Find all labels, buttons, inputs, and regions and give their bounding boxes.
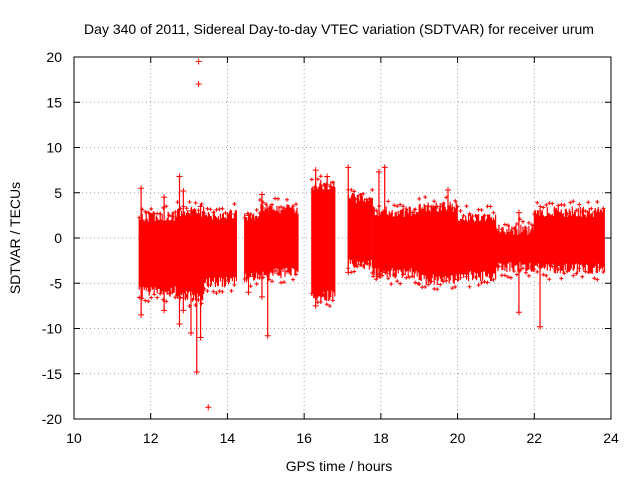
x-tick-label: 12 bbox=[143, 430, 159, 446]
segment-markers bbox=[258, 196, 299, 285]
spike-bottom-marker bbox=[245, 289, 252, 296]
y-tick-label: -15 bbox=[42, 366, 62, 382]
spike-top-marker bbox=[258, 191, 265, 198]
data-segment bbox=[455, 204, 497, 289]
spike-top-marker bbox=[324, 173, 331, 180]
spike-bottom-marker bbox=[264, 332, 271, 339]
spike-top-marker bbox=[444, 187, 451, 194]
spike-bottom-marker bbox=[197, 334, 204, 341]
spike-bottom-marker bbox=[345, 269, 352, 276]
chart-title: Day 340 of 2011, Sidereal Day-to-day VTE… bbox=[84, 21, 594, 37]
segment-markers bbox=[493, 217, 534, 280]
y-tick-label: 0 bbox=[54, 230, 62, 246]
spike-bottom-marker bbox=[176, 320, 183, 327]
y-tick-label: 15 bbox=[46, 94, 62, 110]
segment-bars bbox=[372, 206, 420, 279]
spike-top-marker bbox=[245, 212, 252, 219]
axis-ticks bbox=[73, 56, 612, 420]
x-tick-label: 14 bbox=[220, 430, 236, 446]
y-tick-label: -10 bbox=[42, 321, 62, 337]
x-tick-label: 16 bbox=[296, 430, 312, 446]
spike-bottom-marker bbox=[138, 311, 145, 318]
spike-bottom-marker bbox=[444, 271, 451, 278]
segment-bars bbox=[495, 224, 535, 273]
spike-bottom-marker bbox=[193, 368, 200, 375]
spike-top-marker bbox=[197, 203, 204, 210]
segment-bars bbox=[457, 213, 497, 282]
segment-bars bbox=[259, 203, 299, 279]
x-axis-label: GPS time / hours bbox=[286, 458, 393, 474]
x-tick-label: 24 bbox=[603, 430, 619, 446]
spike-top-marker bbox=[515, 209, 522, 216]
y-tick-label: -5 bbox=[50, 275, 63, 291]
tick-labels: 10 12 14 16 18 20 22 24 20 15 10 5 0 -5 -10 -15 -20 bbox=[42, 49, 619, 446]
outlier-point bbox=[195, 81, 202, 88]
spike-top-marker bbox=[537, 207, 544, 214]
spike-top-marker bbox=[180, 187, 187, 194]
x-tick-label: 22 bbox=[526, 430, 542, 446]
spike-bottom-marker bbox=[161, 307, 168, 314]
data-segment bbox=[532, 199, 606, 282]
spike-top-marker bbox=[187, 207, 194, 214]
data-series-sdtvar bbox=[137, 58, 606, 411]
x-tick-label: 10 bbox=[66, 430, 82, 446]
spike-bottom-marker bbox=[312, 302, 319, 309]
y-axis-label: SDTVAR / TECUs bbox=[7, 182, 23, 294]
x-tick-label: 18 bbox=[373, 430, 389, 446]
segment-bars bbox=[347, 192, 373, 270]
spike-bottom-marker bbox=[381, 266, 388, 273]
x-tick-label: 20 bbox=[450, 430, 466, 446]
spike-top-marker bbox=[176, 173, 183, 180]
spike-bottom-marker bbox=[258, 293, 265, 300]
spike-top-marker bbox=[264, 207, 271, 214]
segment-bars bbox=[138, 210, 178, 297]
spike-bottom-marker bbox=[375, 271, 382, 278]
data-segment bbox=[202, 201, 237, 296]
outlier-point bbox=[205, 404, 212, 411]
data-segment bbox=[346, 187, 375, 275]
data-segment bbox=[242, 207, 262, 289]
spike-bottom-marker bbox=[537, 323, 544, 330]
data-segment bbox=[417, 195, 458, 292]
y-tick-label: 5 bbox=[54, 185, 62, 201]
spike-bottom-marker bbox=[180, 307, 187, 314]
spike-top-marker bbox=[312, 167, 319, 174]
segment-markers bbox=[202, 201, 237, 296]
y-tick-label: -20 bbox=[42, 411, 62, 427]
data-segment bbox=[309, 174, 336, 308]
segment-markers bbox=[455, 204, 496, 289]
data-segment bbox=[137, 204, 178, 304]
segment-markers bbox=[137, 204, 178, 304]
segment-bars bbox=[311, 179, 336, 302]
spike-top-marker bbox=[381, 164, 388, 171]
segment-bars bbox=[244, 213, 261, 283]
segment-bars bbox=[533, 206, 605, 275]
spike-top-marker bbox=[138, 185, 145, 192]
outlier-point bbox=[195, 58, 202, 65]
segment-bars bbox=[418, 201, 458, 285]
data-segment bbox=[258, 196, 299, 285]
segment-markers bbox=[417, 195, 458, 292]
data-segment bbox=[493, 217, 535, 280]
data-segment bbox=[371, 199, 421, 287]
y-tick-label: 10 bbox=[46, 140, 62, 156]
segment-bars bbox=[203, 209, 237, 288]
spike-top-marker bbox=[161, 194, 168, 201]
spike-top-marker bbox=[375, 168, 382, 175]
spike-top-marker bbox=[193, 212, 200, 219]
y-tick-label: 20 bbox=[46, 49, 62, 65]
segment-markers bbox=[242, 207, 262, 289]
spike-bottom-marker bbox=[515, 309, 522, 316]
spike-top-marker bbox=[345, 164, 352, 171]
segment-markers bbox=[371, 199, 421, 287]
spike-bottom-marker bbox=[187, 330, 194, 337]
spike-bottom-marker bbox=[324, 284, 331, 291]
